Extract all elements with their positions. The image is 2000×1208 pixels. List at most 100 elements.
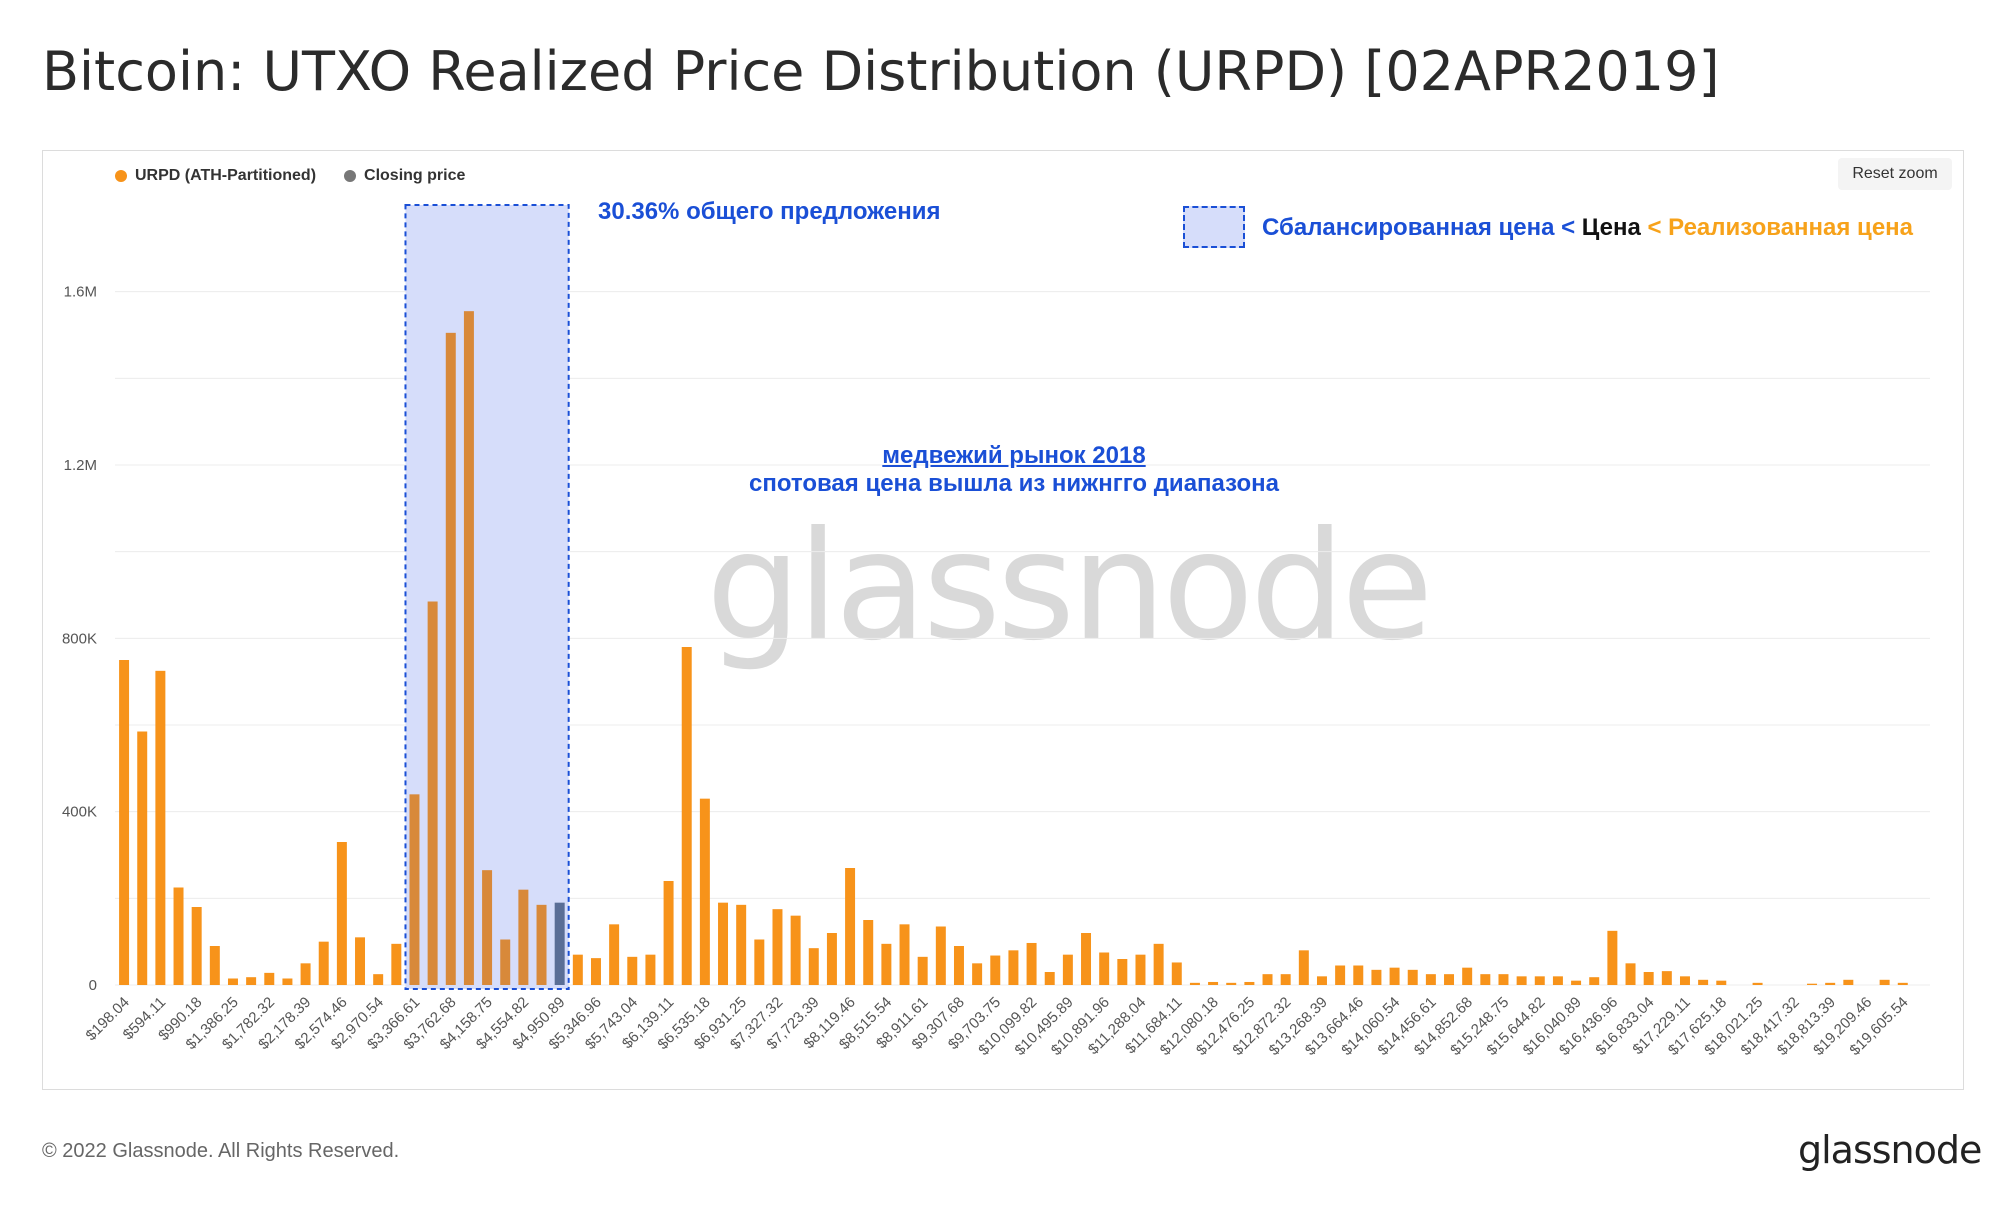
urpd-bar bbox=[845, 868, 856, 985]
urpd-bar bbox=[1262, 974, 1273, 985]
urpd-bar bbox=[808, 948, 819, 985]
y-tick-label: 1.6M bbox=[64, 284, 97, 301]
urpd-bar bbox=[282, 978, 293, 985]
urpd-bar bbox=[209, 946, 220, 985]
closing-price-bar bbox=[554, 902, 565, 985]
urpd-bar bbox=[1516, 976, 1527, 985]
urpd-bar bbox=[1661, 971, 1672, 985]
urpd-bar bbox=[518, 889, 529, 985]
urpd-bar bbox=[463, 311, 474, 986]
urpd-bar bbox=[1589, 977, 1600, 985]
chart-legend: URPD (ATH-Partitioned) Closing price bbox=[115, 167, 465, 185]
legend-item-closing-price[interactable]: Closing price bbox=[344, 167, 465, 185]
urpd-bar bbox=[173, 887, 184, 985]
urpd-bar bbox=[1462, 967, 1473, 985]
urpd-bar bbox=[663, 881, 674, 985]
urpd-bar bbox=[1208, 981, 1219, 985]
watermark-logo: glassnode bbox=[706, 500, 1433, 674]
reset-zoom-button[interactable]: Reset zoom bbox=[1838, 158, 1952, 190]
urpd-bar bbox=[391, 943, 402, 985]
urpd-bar bbox=[1879, 979, 1890, 985]
urpd-bar bbox=[1425, 974, 1436, 985]
legend-dot-icon bbox=[344, 170, 357, 182]
urpd-bar bbox=[1062, 954, 1073, 985]
urpd-bar bbox=[409, 794, 420, 985]
urpd-bar bbox=[1044, 972, 1055, 985]
urpd-bar bbox=[1552, 976, 1563, 985]
annotation-supply-percent: 30.36% общего предложения bbox=[598, 198, 941, 225]
urpd-bar bbox=[953, 946, 964, 985]
urpd-bar bbox=[1008, 950, 1019, 985]
annotation-realized-price: < Реализованная цена bbox=[1640, 214, 1914, 241]
urpd-bar bbox=[972, 963, 983, 985]
urpd-bar bbox=[1081, 933, 1092, 985]
urpd-bar bbox=[1571, 980, 1582, 985]
footer-copyright: © 2022 Glassnode. All Rights Reserved. bbox=[42, 1140, 400, 1162]
urpd-bar bbox=[917, 956, 928, 985]
urpd-bar bbox=[318, 941, 329, 985]
urpd-bar bbox=[1825, 982, 1836, 985]
urpd-bar bbox=[1280, 974, 1291, 985]
annotation-bear-subtitle: спотовая цена вышла из нижнгго диапазона bbox=[748, 470, 1280, 497]
urpd-bar bbox=[1335, 965, 1346, 985]
urpd-bar bbox=[681, 647, 692, 985]
urpd-bar bbox=[536, 904, 547, 985]
urpd-bar bbox=[445, 332, 456, 985]
urpd-bar bbox=[1298, 950, 1309, 985]
urpd-bar bbox=[627, 956, 638, 985]
urpd-bar bbox=[1607, 930, 1618, 985]
urpd-bar bbox=[336, 842, 347, 985]
urpd-bar bbox=[863, 920, 874, 985]
urpd-bar bbox=[1353, 965, 1364, 985]
annotation-legend-text: Сбалансированная цена < Цена < Реализова… bbox=[1262, 214, 1913, 242]
urpd-bar bbox=[373, 974, 384, 985]
urpd-bar bbox=[1244, 981, 1255, 985]
urpd-bar bbox=[1444, 974, 1455, 985]
urpd-bar bbox=[500, 939, 511, 985]
footer-logo: glassnode bbox=[1798, 1128, 1982, 1172]
urpd-bar bbox=[1897, 982, 1908, 985]
urpd-bar bbox=[1099, 952, 1110, 985]
urpd-bar bbox=[645, 954, 656, 985]
y-tick-label: 0 bbox=[89, 977, 97, 994]
urpd-bar bbox=[572, 954, 583, 985]
urpd-bar bbox=[246, 977, 257, 985]
urpd-bar bbox=[119, 660, 130, 985]
legend-item-urpd[interactable]: URPD (ATH-Partitioned) bbox=[115, 167, 316, 185]
urpd-bar bbox=[300, 963, 311, 985]
urpd-bar bbox=[191, 907, 202, 985]
urpd-bar bbox=[1316, 976, 1327, 985]
urpd-bar bbox=[1807, 983, 1818, 985]
urpd-bar bbox=[427, 601, 438, 985]
urpd-bar bbox=[772, 909, 783, 985]
annotation-legend-swatch bbox=[1183, 206, 1245, 248]
annotation-price: Цена bbox=[1581, 214, 1641, 241]
urpd-bar bbox=[1716, 980, 1727, 985]
urpd-bar bbox=[1752, 982, 1763, 985]
urpd-bar bbox=[790, 915, 801, 985]
legend-label: Closing price bbox=[364, 167, 466, 184]
urpd-bar bbox=[1498, 974, 1509, 985]
annotation-balanced-price: Сбалансированная цена < bbox=[1262, 214, 1582, 241]
urpd-bar bbox=[881, 943, 892, 985]
urpd-bar bbox=[1407, 969, 1418, 985]
urpd-bar bbox=[1389, 967, 1400, 985]
urpd-bar bbox=[155, 670, 166, 985]
legend-dot-icon bbox=[115, 170, 127, 182]
urpd-bar bbox=[754, 939, 765, 985]
urpd-bar bbox=[1643, 972, 1654, 985]
urpd-bar bbox=[1679, 976, 1690, 985]
urpd-bar bbox=[1153, 943, 1164, 985]
urpd-bar bbox=[1117, 959, 1128, 985]
urpd-bar bbox=[1625, 963, 1636, 985]
urpd-bar bbox=[1843, 979, 1854, 985]
urpd-bar bbox=[1698, 979, 1709, 985]
urpd-bar bbox=[899, 924, 910, 985]
urpd-bar bbox=[718, 902, 729, 985]
urpd-bar bbox=[227, 978, 238, 985]
urpd-bar bbox=[1371, 969, 1382, 985]
urpd-bar bbox=[990, 955, 1001, 985]
urpd-bar bbox=[1480, 974, 1491, 985]
urpd-bar bbox=[137, 731, 148, 985]
